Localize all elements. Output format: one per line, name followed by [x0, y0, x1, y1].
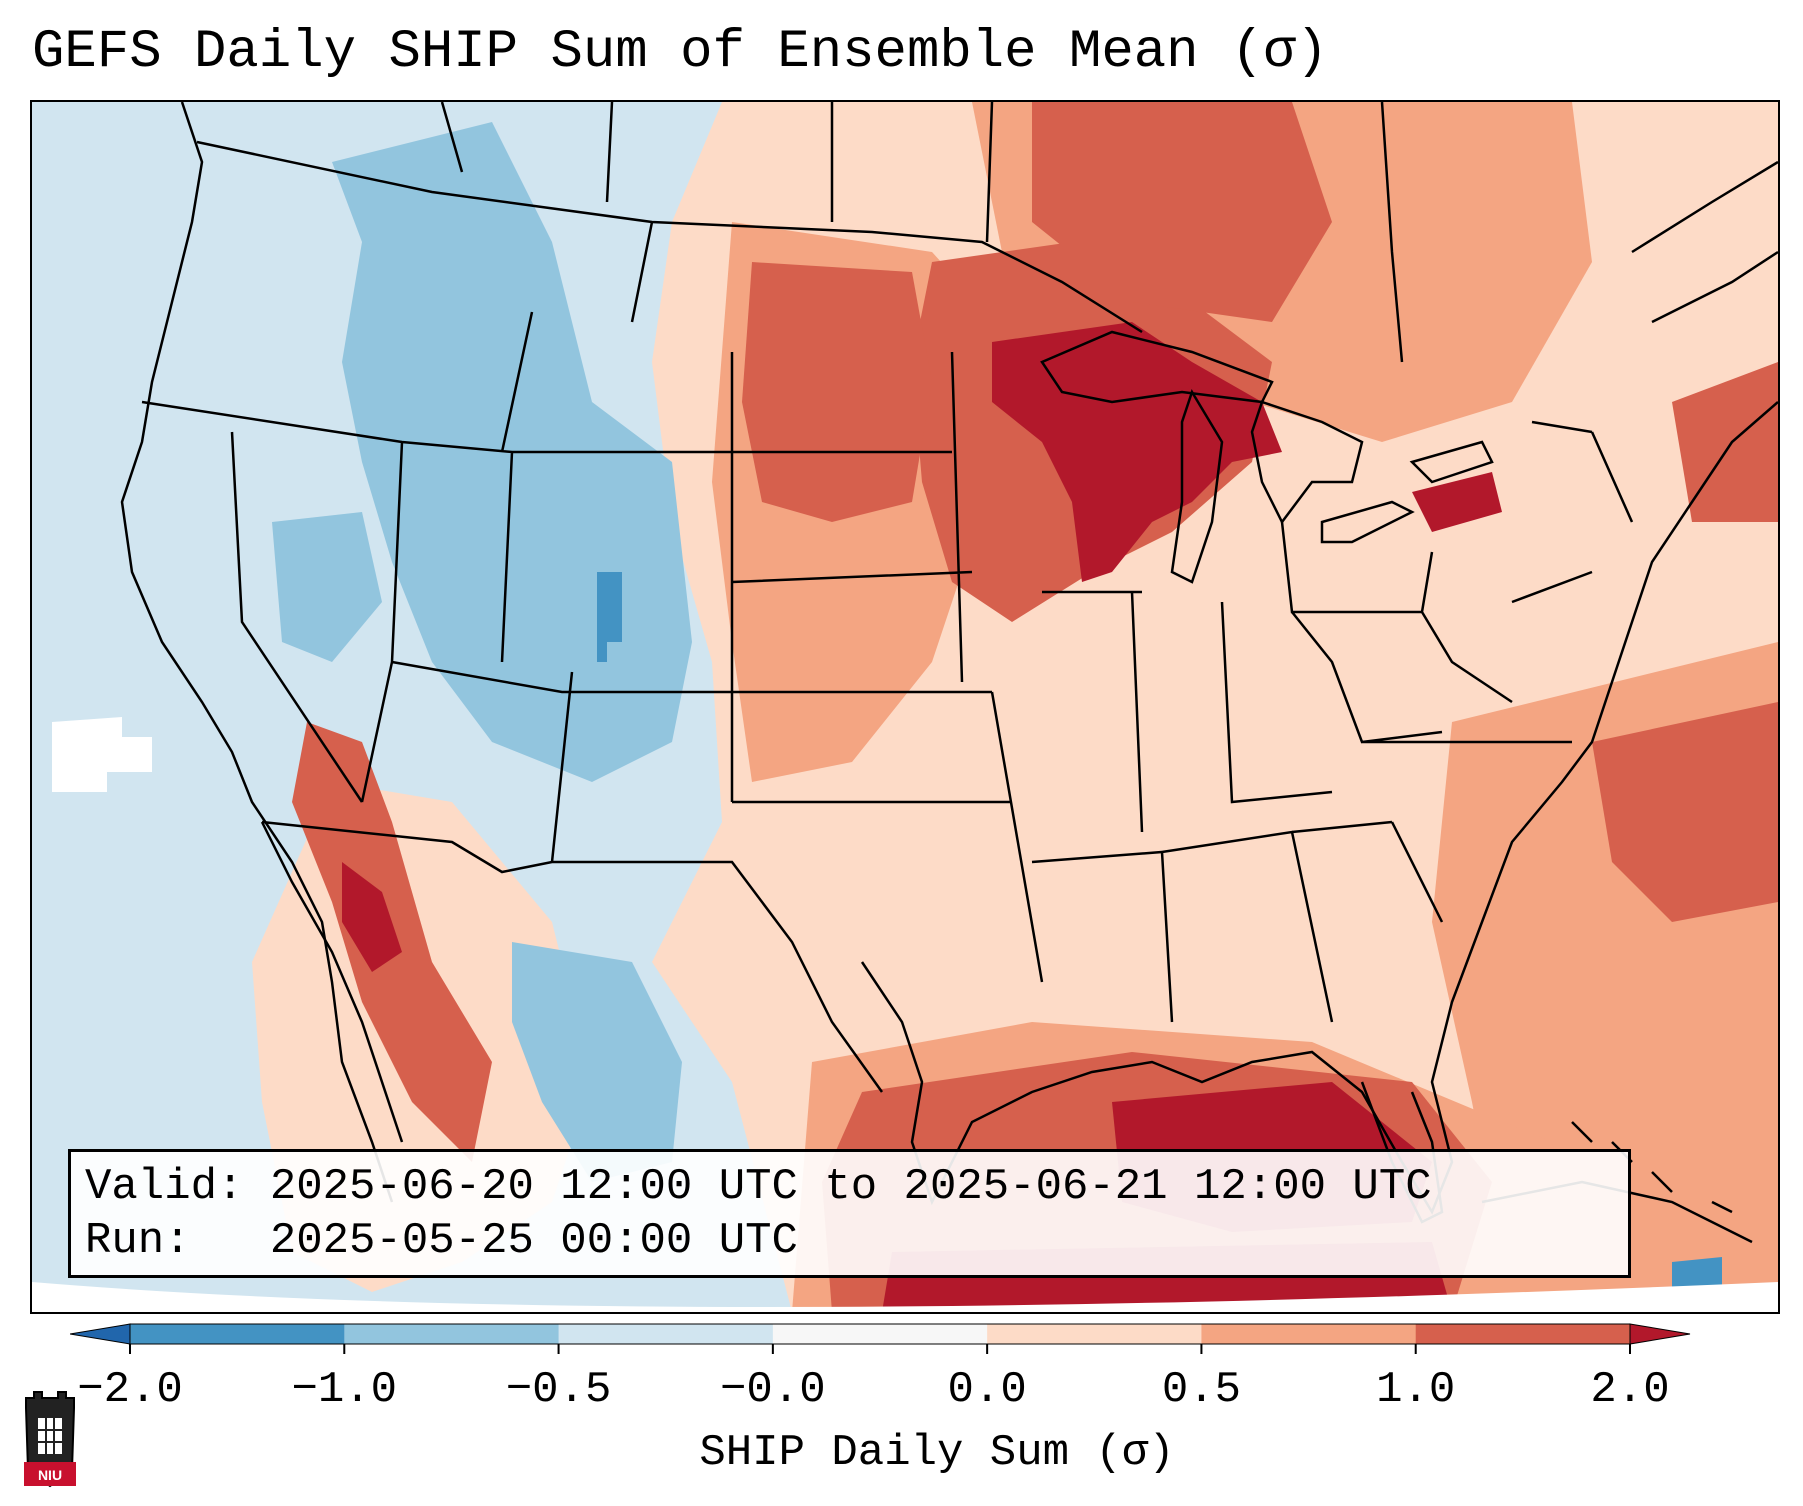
anomaly-region-nevada-mid — [272, 512, 382, 662]
lake-michigan-outline — [1170, 389, 1224, 584]
valid-value: 2025-06-20 12:00 UTC to 2025-06-21 12:00… — [269, 1162, 1432, 1212]
us-canada-border — [196, 140, 1143, 334]
colorbar-under-extension — [70, 1323, 131, 1345]
lake-ontario-outline — [1409, 440, 1494, 484]
run-label: Run: — [85, 1216, 191, 1266]
canada-internal-borders — [440, 102, 1404, 363]
colorbar-outline — [129, 1323, 1631, 1345]
niu-logo — [20, 1390, 80, 1495]
colorbar — [70, 1323, 1691, 1354]
niu-logo-text: NIU — [37, 1467, 63, 1483]
colorbar-bin — [130, 1324, 345, 1344]
west-coastline — [120, 102, 394, 1203]
valid-label: Valid: — [85, 1162, 244, 1212]
maritime-coastline — [1631, 160, 1778, 324]
colorbar-tick-label: 0.0 — [947, 1365, 1027, 1415]
anomaly-region-mexico-mid — [512, 942, 682, 1182]
anomaly-region-colorado-strong — [597, 572, 622, 662]
state-borders-west — [141, 221, 734, 863]
colorbar-tick-label: −0.0 — [720, 1365, 826, 1415]
colorbar-label: SHIP Daily Sum (σ) — [699, 1428, 1175, 1478]
colorbar-tick-label: 2.0 — [1590, 1365, 1670, 1415]
colorbar-bin — [1415, 1324, 1631, 1344]
colorbar-bins — [70, 1323, 1691, 1345]
colorbar-tick-label: 1.0 — [1376, 1365, 1456, 1415]
anomaly-region-northeast-strong — [1672, 362, 1778, 522]
anomaly-region-atlantic-strong — [1592, 702, 1778, 922]
anomaly-map — [32, 102, 1778, 1312]
colorbar-bin — [1201, 1324, 1417, 1344]
out-of-domain-corner — [32, 1282, 1778, 1312]
colorbar-tick-label: −1.0 — [291, 1365, 398, 1415]
great-lakes-layer — [1040, 330, 1494, 584]
run-value: 2025-05-25 00:00 UTC — [269, 1216, 798, 1266]
colorbar-bin — [987, 1324, 1202, 1344]
anomaly-region-ontario-extreme — [1412, 472, 1502, 532]
anomaly-region-canada-strong — [1032, 102, 1332, 322]
anomaly-region-greatlakes-extreme — [992, 322, 1282, 582]
anomaly-region-baja-extreme — [342, 862, 402, 972]
colorbar-tick-label: 0.5 — [1161, 1365, 1242, 1415]
chart-title: GEFS Daily SHIP Sum of Ensemble Mean (σ) — [32, 22, 1329, 83]
colorbar-bin — [344, 1324, 560, 1344]
colorbar-bin — [558, 1324, 774, 1344]
anomaly-region-cuba-strong — [1672, 1257, 1722, 1287]
run-info-box: Valid: 2025-06-20 12:00 UTC to 2025-06-2… — [68, 1149, 1631, 1278]
colorbar-ticks — [129, 1344, 1631, 1354]
colorbar-over-extension — [1629, 1323, 1691, 1345]
missing-data-patch — [52, 717, 152, 792]
state-borders-east — [1280, 420, 1634, 744]
lake-erie-outline — [1320, 500, 1415, 544]
baja-coastline — [260, 821, 404, 1143]
colorbar-tick-label: −2.0 — [77, 1365, 183, 1415]
anomaly-region-dakotas-strong — [742, 262, 932, 522]
boundary-layer — [141, 102, 1634, 1093]
state-borders-central — [731, 351, 1444, 1023]
colorbar-bin — [772, 1324, 988, 1344]
lake-huron-outline — [1250, 400, 1364, 525]
map-panel[interactable] — [30, 100, 1780, 1314]
us-mexico-border — [261, 820, 884, 1093]
colorbar-tick-label: −0.5 — [505, 1365, 612, 1415]
